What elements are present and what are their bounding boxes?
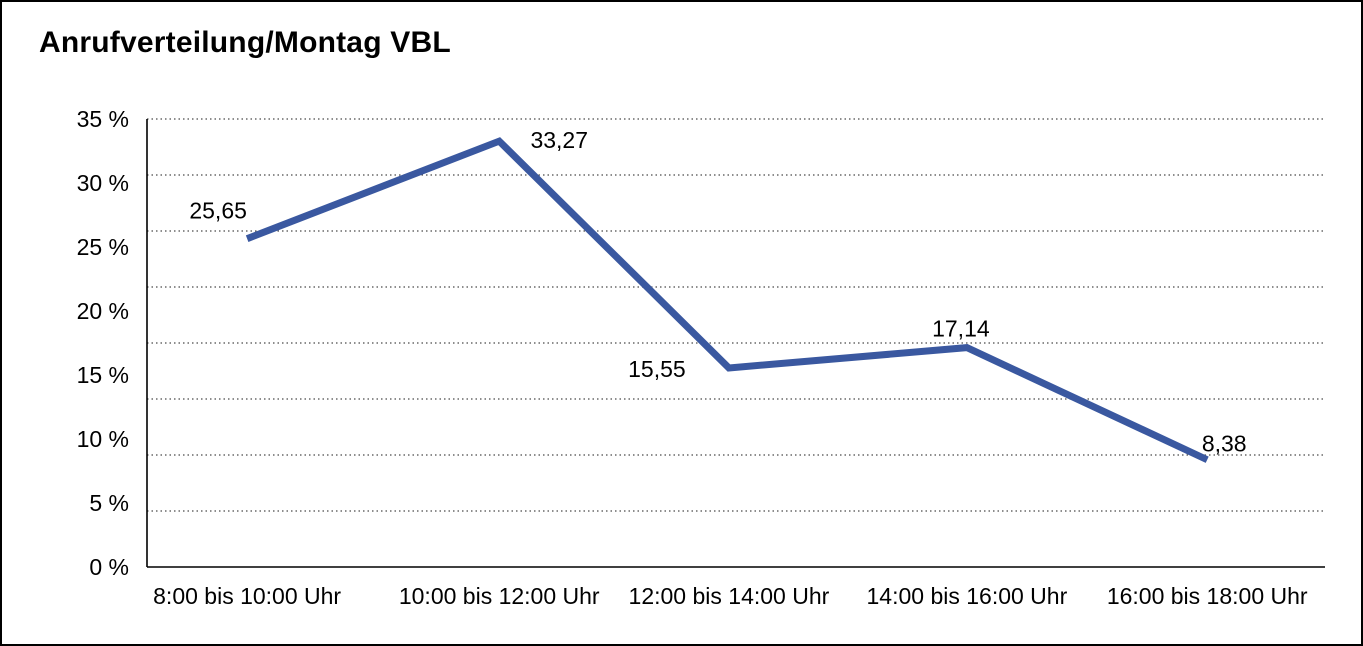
x-axis-category-label: 10:00 bis 12:00 Uhr <box>399 583 600 609</box>
data-point-label: 15,55 <box>628 356 686 382</box>
data-point-label: 17,14 <box>932 316 990 342</box>
y-axis-tick-label: 20 % <box>77 298 129 324</box>
data-point-label: 8,38 <box>1202 431 1247 457</box>
chart-title: Anrufverteilung/Montag VBL <box>39 26 451 59</box>
data-point-label: 33,27 <box>530 127 588 153</box>
y-axis-tick-label: 10 % <box>77 426 129 452</box>
y-axis-tick-label: 35 % <box>77 106 129 132</box>
data-line <box>245 137 1209 463</box>
x-axis-category-label: 8:00 bis 10:00 Uhr <box>153 583 341 609</box>
y-axis-tick-label: 5 % <box>89 490 129 516</box>
y-axis-tick-label: 15 % <box>77 362 129 388</box>
data-point-label: 25,65 <box>189 198 247 224</box>
y-axis-tick-label: 0 % <box>89 554 129 580</box>
x-axis-category-label: 14:00 bis 16:00 Uhr <box>867 583 1068 609</box>
x-axis-category-label: 16:00 bis 18:00 Uhr <box>1107 583 1308 609</box>
x-axis-category-label: 12:00 bis 14:00 Uhr <box>629 583 830 609</box>
y-axis-tick-label: 25 % <box>77 234 129 260</box>
y-axis-tick-label: 30 % <box>77 170 129 196</box>
